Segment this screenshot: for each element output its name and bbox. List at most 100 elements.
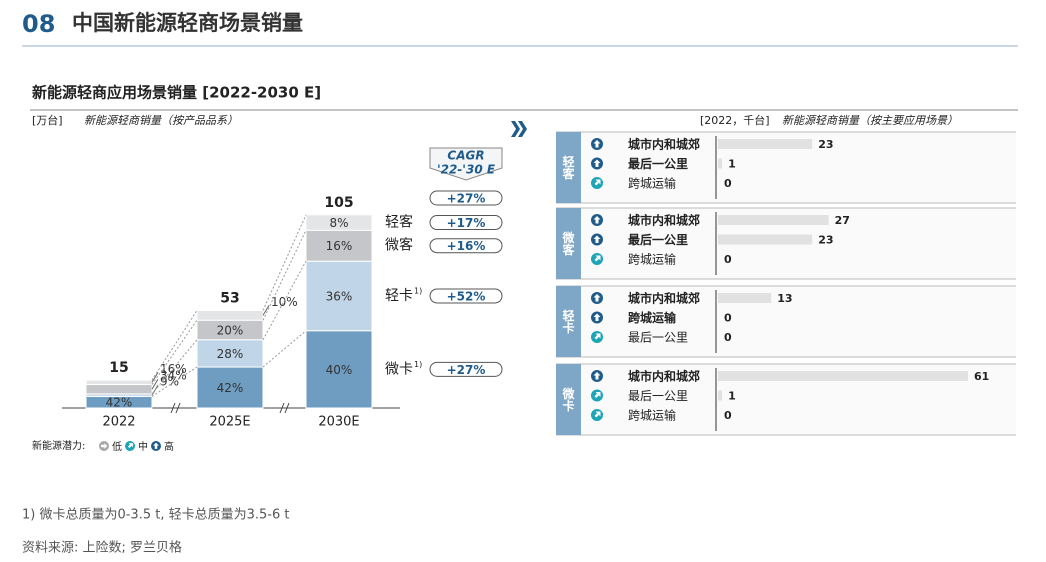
total-label: 105 bbox=[324, 195, 353, 211]
x-tick-label: 2025E bbox=[209, 415, 250, 430]
segment-label: 20% bbox=[217, 323, 244, 337]
left-subtitle: 新能源轻商销量（按产品品系） bbox=[84, 114, 238, 127]
connector bbox=[262, 214, 307, 311]
row-label: 跨城运输 bbox=[628, 252, 676, 267]
row-label: 最后一公里 bbox=[628, 389, 688, 403]
bar-segment bbox=[305, 214, 373, 231]
cagr-value: +27% bbox=[447, 363, 486, 377]
bar-segment bbox=[85, 384, 153, 395]
legend-title: 新能源潜力: bbox=[32, 439, 85, 452]
connector bbox=[262, 260, 307, 340]
bar bbox=[718, 139, 813, 149]
x-tick-label: 2030E bbox=[318, 415, 359, 430]
potential-arrow bbox=[593, 140, 601, 148]
group-label: 轻客 bbox=[561, 154, 575, 180]
group-label: 微卡 bbox=[561, 386, 575, 412]
bar-segment bbox=[196, 309, 264, 321]
value-label: 0 bbox=[724, 253, 732, 266]
potential-arrow bbox=[153, 442, 159, 449]
cagr-value: +52% bbox=[447, 289, 486, 303]
potential-arrow bbox=[593, 313, 601, 321]
section-number: 08 bbox=[22, 10, 55, 38]
segment-label: 8% bbox=[329, 216, 348, 230]
cagr-pill bbox=[429, 215, 503, 231]
row-label: 跨城运输 bbox=[628, 408, 676, 423]
total-label: 15 bbox=[109, 360, 128, 376]
cagr-value: +16% bbox=[447, 239, 486, 253]
legend-label: 低 bbox=[112, 440, 122, 453]
row-label: 城市内和城郊 bbox=[628, 369, 700, 384]
legend-label: 轻卡 bbox=[385, 288, 413, 304]
legend-label: 微客 bbox=[385, 237, 413, 254]
group-panel bbox=[556, 286, 1016, 357]
segment-label: 28% bbox=[217, 347, 244, 361]
row-label: 城市内和城郊 bbox=[628, 213, 700, 228]
cagr-pill bbox=[429, 238, 503, 254]
row-label: 最后一公里 bbox=[628, 156, 688, 171]
potential-arrow bbox=[594, 179, 601, 186]
x-tick-label: 2022 bbox=[102, 415, 135, 430]
cagr-title: '22-'30 E bbox=[437, 163, 496, 177]
group-label-cell bbox=[556, 208, 581, 279]
value-label: 13 bbox=[777, 292, 792, 305]
legend-note: 1) bbox=[414, 360, 422, 369]
value-label: 1 bbox=[728, 390, 736, 403]
connector bbox=[262, 330, 307, 368]
group-label-cell bbox=[556, 132, 581, 203]
bar-segment bbox=[305, 260, 373, 332]
potential-arrow bbox=[593, 159, 601, 167]
legend-label: 高 bbox=[164, 440, 174, 453]
row-label: 最后一公里 bbox=[628, 331, 688, 345]
segment-label: 42% bbox=[106, 396, 133, 410]
potential-arrow bbox=[593, 294, 601, 302]
value-label: 0 bbox=[724, 312, 732, 325]
connector bbox=[262, 230, 307, 321]
potential-arrow bbox=[593, 216, 601, 224]
cagr-pill bbox=[429, 361, 503, 377]
cagr-pill bbox=[429, 288, 503, 304]
cagr-value: +17% bbox=[447, 216, 486, 230]
row-label: 城市内和城郊 bbox=[628, 137, 700, 152]
legend-label: 轻客 bbox=[385, 214, 413, 231]
potential-arrow bbox=[594, 392, 601, 398]
group-label: 轻卡 bbox=[561, 308, 575, 334]
segment-label: 16% bbox=[326, 239, 353, 253]
bar bbox=[718, 371, 968, 381]
group-label-cell bbox=[556, 364, 581, 435]
potential-arrow bbox=[594, 411, 601, 418]
cagr-header bbox=[429, 147, 503, 181]
value-label: 23 bbox=[818, 234, 833, 247]
value-label: 61 bbox=[974, 370, 989, 383]
cagr-value: +27% bbox=[447, 192, 486, 206]
axis-break bbox=[279, 402, 285, 414]
axis-break bbox=[284, 402, 290, 414]
value-label: 1 bbox=[728, 158, 736, 171]
bar bbox=[718, 158, 723, 169]
potential-arrow bbox=[594, 255, 601, 262]
segment-label: 10% bbox=[271, 295, 298, 309]
value-label: 27 bbox=[835, 214, 850, 227]
group-label: 微客 bbox=[561, 230, 575, 256]
right-subtitle: 新能源轻商销量（按主要应用场景） bbox=[782, 114, 958, 127]
source: 资料来源: 上险数; 罗兰贝格 bbox=[22, 540, 182, 556]
segment-label: 36% bbox=[326, 289, 353, 303]
left-unit: [万台] bbox=[32, 113, 63, 127]
bar bbox=[718, 390, 723, 401]
connector bbox=[151, 319, 198, 385]
bar bbox=[718, 293, 772, 303]
slide-title: 中国新能源轻商场景销量 bbox=[72, 11, 303, 35]
bar-segment bbox=[85, 379, 153, 386]
value-label: 0 bbox=[724, 409, 732, 422]
row-label: 跨城运输 bbox=[628, 310, 677, 325]
right-unit: [2022，千台] bbox=[700, 113, 770, 127]
value-label: 0 bbox=[724, 331, 732, 344]
axis-break bbox=[175, 402, 181, 414]
total-label: 53 bbox=[220, 290, 239, 306]
potential-arrow bbox=[594, 333, 601, 340]
value-label: 23 bbox=[818, 138, 833, 151]
bar bbox=[718, 234, 813, 245]
segment-label: 40% bbox=[326, 363, 353, 377]
chevron bbox=[511, 121, 527, 137]
row-label: 最后一公里 bbox=[628, 232, 688, 247]
